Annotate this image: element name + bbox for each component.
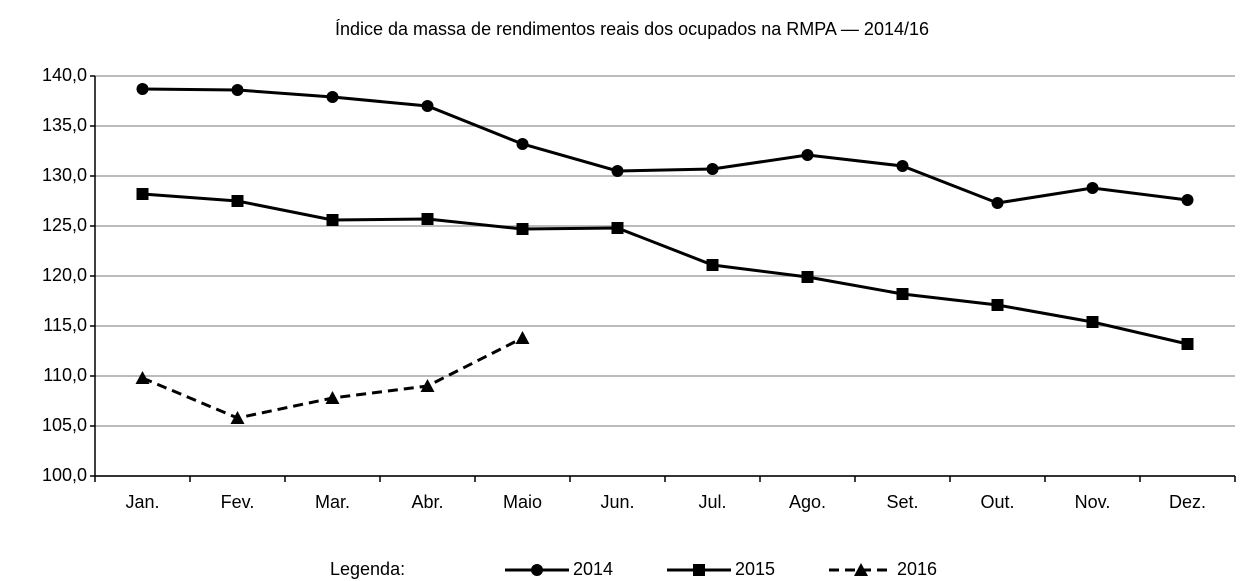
- marker: [611, 165, 624, 177]
- x-tick-label: Ago.: [789, 492, 826, 512]
- marker: [693, 564, 705, 576]
- marker: [325, 391, 340, 404]
- y-tick-label: 100,0: [42, 465, 87, 485]
- y-tick-label: 120,0: [42, 265, 87, 285]
- marker: [231, 84, 244, 96]
- marker: [326, 214, 339, 226]
- x-tick-label: Abr.: [411, 492, 443, 512]
- legend-title: Legenda:: [330, 559, 405, 579]
- marker: [135, 371, 150, 384]
- marker: [421, 100, 434, 112]
- series-line: [142, 192, 1188, 346]
- marker: [1086, 316, 1099, 328]
- x-tick-label: Mar.: [315, 492, 350, 512]
- x-tick-label: Set.: [886, 492, 918, 512]
- marker: [1086, 182, 1099, 194]
- marker: [515, 331, 530, 344]
- series-line: [141, 336, 524, 420]
- marker: [706, 163, 719, 175]
- x-tick-label: Jul.: [698, 492, 726, 512]
- marker: [1181, 194, 1194, 206]
- marker: [896, 288, 909, 300]
- y-tick-label: 140,0: [42, 65, 87, 85]
- marker: [516, 138, 529, 150]
- chart-title: Índice da massa de rendimentos reais dos…: [335, 19, 929, 39]
- marker: [991, 197, 1004, 209]
- marker: [136, 188, 149, 200]
- marker: [531, 564, 543, 576]
- marker: [801, 271, 814, 283]
- x-tick-label: Fev.: [221, 492, 255, 512]
- legend-label: 2014: [573, 559, 613, 579]
- marker: [136, 83, 149, 95]
- y-tick-label: 135,0: [42, 115, 87, 135]
- x-tick-label: Nov.: [1075, 492, 1111, 512]
- marker: [854, 563, 868, 576]
- marker: [421, 213, 434, 225]
- marker: [896, 160, 909, 172]
- marker: [420, 379, 435, 392]
- marker: [326, 91, 339, 103]
- marker: [231, 195, 244, 207]
- legend-label: 2016: [897, 559, 937, 579]
- x-tick-label: Out.: [980, 492, 1014, 512]
- marker: [991, 299, 1004, 311]
- marker: [706, 259, 719, 271]
- marker: [516, 223, 529, 235]
- x-tick-label: Jan.: [125, 492, 159, 512]
- x-tick-label: Dez.: [1169, 492, 1206, 512]
- y-tick-label: 105,0: [42, 415, 87, 435]
- y-tick-label: 125,0: [42, 215, 87, 235]
- x-tick-label: Maio: [503, 492, 542, 512]
- y-tick-label: 130,0: [42, 165, 87, 185]
- marker: [611, 222, 624, 234]
- y-tick-label: 115,0: [43, 315, 87, 335]
- marker: [1181, 338, 1194, 350]
- marker: [230, 411, 245, 424]
- legend-label: 2015: [735, 559, 775, 579]
- x-tick-label: Jun.: [600, 492, 634, 512]
- series-line: [142, 87, 1188, 205]
- y-tick-label: 110,0: [43, 365, 87, 385]
- marker: [801, 149, 814, 161]
